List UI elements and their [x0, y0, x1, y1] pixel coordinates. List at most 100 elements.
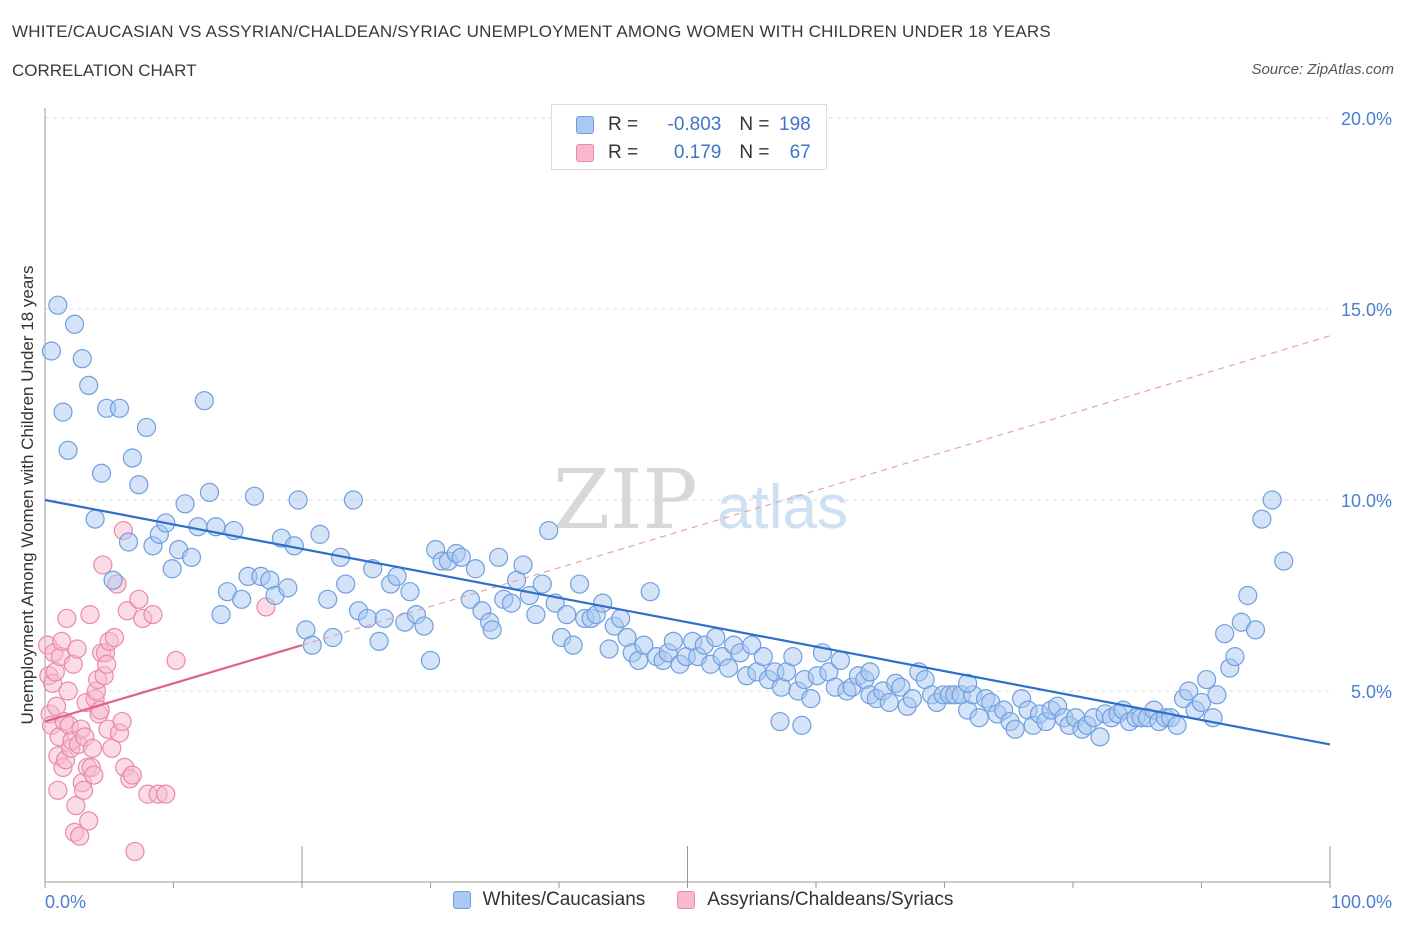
- point-s0-191: [1215, 624, 1235, 644]
- point-s1-36: [82, 738, 103, 758]
- point-s0-99: [663, 631, 683, 651]
- point-s1-59: [122, 765, 142, 785]
- point-s0-66: [465, 559, 486, 579]
- point-s0-25: [199, 482, 220, 502]
- point-s0-27: [211, 604, 231, 625]
- point-s0-114: [753, 647, 773, 667]
- point-s1-37: [84, 765, 104, 785]
- point-s0-198: [1262, 490, 1282, 510]
- point-s0-156: [1005, 719, 1025, 739]
- point-s1-7: [46, 696, 67, 716]
- point-s1-50: [102, 738, 122, 758]
- point-s0-83: [569, 574, 590, 594]
- point-s0-5: [72, 349, 92, 369]
- point-s0-12: [118, 532, 139, 552]
- legend-r-value: 0.179: [673, 142, 722, 163]
- point-s1-66: [156, 784, 176, 804]
- chart-subtitle: CORRELATION CHART: [12, 61, 197, 80]
- point-s0-88: [599, 639, 619, 659]
- series-swatch-whites: [452, 891, 471, 909]
- point-s0-106: [706, 627, 726, 648]
- legend-r-label: R =: [608, 142, 644, 163]
- trend-line-1: [44, 644, 303, 723]
- point-s0-193: [1225, 647, 1245, 667]
- point-s0-6: [79, 375, 99, 395]
- point-s1-17: [58, 681, 78, 701]
- point-s0-10: [103, 570, 123, 590]
- x-tick-label-min: 0.0%: [45, 892, 86, 912]
- point-s0-21: [175, 494, 195, 514]
- y-tick-label-3: 20.0%: [1341, 109, 1392, 129]
- point-s0-183: [1167, 715, 1187, 735]
- series-label-whites: Whites/Caucasians: [482, 889, 646, 910]
- point-s0-81: [557, 604, 577, 625]
- point-s0-24: [194, 391, 214, 411]
- point-s0-95: [640, 582, 660, 602]
- point-s0-185: [1179, 681, 1199, 701]
- point-s0-64: [451, 547, 471, 567]
- point-s1-47: [97, 654, 117, 674]
- point-s0-87: [593, 593, 613, 613]
- point-s0-200: [770, 711, 790, 732]
- point-s0-23: [188, 517, 208, 537]
- point-s0-202: [860, 662, 880, 682]
- point-s0-15: [136, 417, 157, 438]
- point-s0-0: [41, 341, 62, 361]
- point-s0-14: [129, 475, 149, 495]
- point-s0-150: [969, 708, 989, 728]
- legend-n-value: 67: [789, 142, 811, 163]
- point-s0-22: [181, 547, 202, 567]
- point-s0-42: [310, 524, 330, 544]
- point-s0-44: [323, 627, 343, 648]
- point-s0-90: [611, 608, 631, 629]
- point-s0-1: [48, 295, 68, 315]
- point-s0-69: [482, 620, 502, 640]
- point-s0-119: [783, 647, 803, 667]
- point-s0-82: [563, 635, 583, 655]
- y-tick-label-2: 15.0%: [1341, 300, 1392, 320]
- axes: [44, 108, 1331, 888]
- watermark-zip: ZIP: [553, 453, 698, 548]
- point-s0-7: [85, 509, 105, 529]
- point-s1-61: [129, 589, 149, 609]
- point-s1-29: [73, 780, 94, 800]
- legend-swatch-assyrians: [576, 144, 594, 162]
- point-s0-77: [532, 574, 552, 594]
- x-tick-label-max: 100.0%: [1331, 892, 1392, 912]
- series-label-assyrians: Assyrians/Chaldeans/Syriacs: [707, 889, 954, 910]
- point-s1-16: [57, 608, 77, 629]
- point-s0-197: [1252, 509, 1272, 529]
- trend-line-ext-1: [301, 335, 1331, 646]
- point-s1-54: [112, 711, 132, 732]
- point-s0-43: [318, 589, 338, 609]
- point-s0-72: [501, 593, 522, 613]
- point-s1-9: [48, 780, 68, 800]
- point-s0-127: [830, 650, 851, 671]
- point-s0-52: [374, 608, 394, 629]
- point-s0-70: [489, 547, 509, 567]
- series-legend-whites: Whites/Caucasians: [452, 889, 646, 911]
- point-s0-94: [634, 635, 654, 655]
- point-s0-56: [400, 582, 420, 602]
- series-legend-assyrians: Assyrians/Chaldeans/Syriacs: [677, 889, 953, 911]
- legend-row-whites: R = -0.803 N = 198: [576, 113, 811, 137]
- point-s1-51: [104, 627, 124, 648]
- point-s0-41: [302, 635, 322, 655]
- point-s0-137: [891, 677, 911, 697]
- legend-row-assyrians: R = 0.179 N = 67: [576, 141, 811, 165]
- stats-legend: R = -0.803 N = 198 R = 0.179 N = 67: [551, 104, 827, 170]
- legend-n-value: 198: [779, 114, 811, 135]
- legend-r-value: -0.803: [667, 114, 722, 135]
- series-swatch-assyrians: [677, 891, 696, 909]
- point-s0-49: [357, 608, 378, 629]
- point-s0-190: [1207, 685, 1227, 705]
- point-s0-39: [288, 490, 308, 510]
- point-s0-19: [162, 559, 182, 579]
- point-s1-57: [117, 601, 137, 621]
- legend-n-label: N =: [739, 142, 775, 163]
- point-s0-3: [58, 440, 78, 460]
- point-s0-13: [122, 448, 142, 468]
- tick-labels: 5.0% 10.0% 15.0% 20.0% 0.0% 100.0%: [45, 109, 1392, 912]
- y-tick-label-1: 10.0%: [1341, 491, 1392, 511]
